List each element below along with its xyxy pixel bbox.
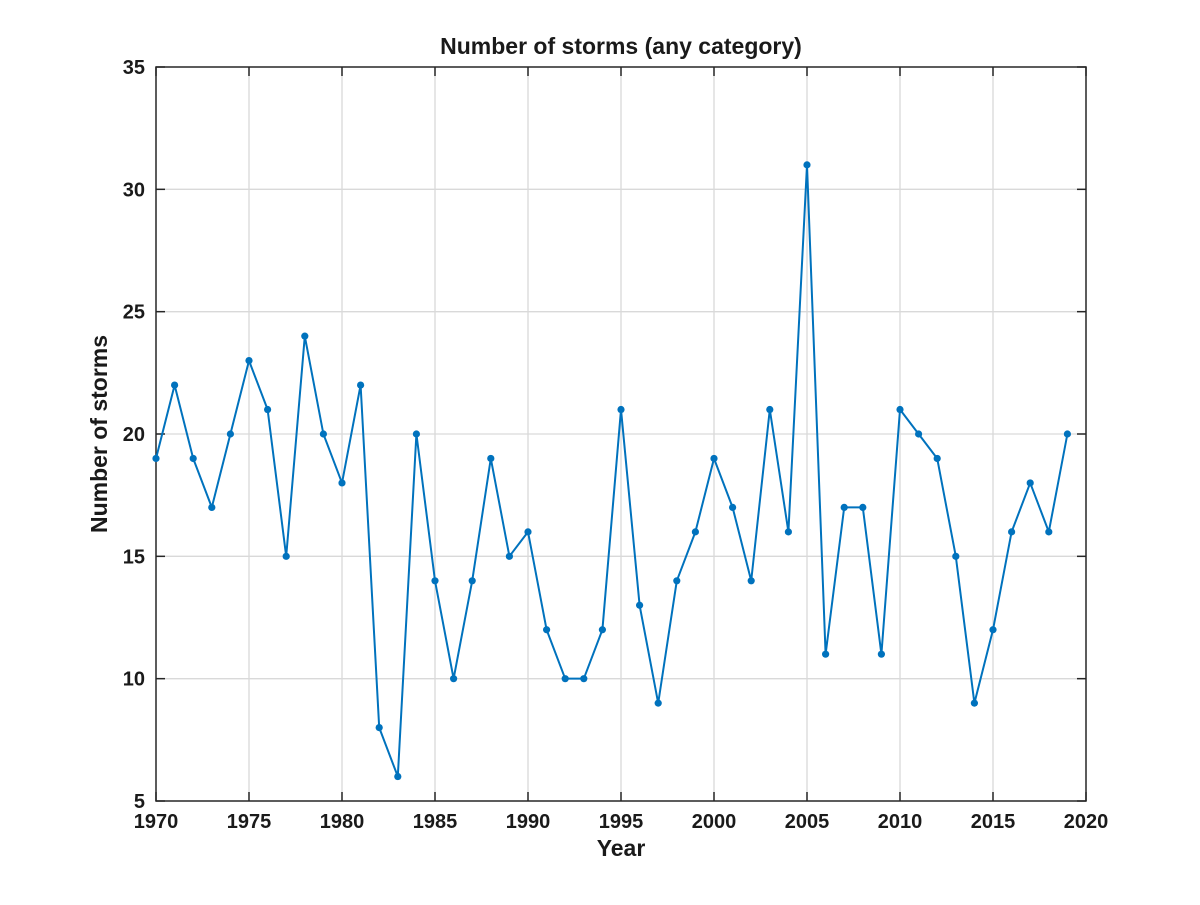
data-point [840,503,848,511]
data-point [543,626,551,634]
data-point [1008,528,1016,536]
data-point [468,577,476,585]
y-tick-label: 35 [123,57,145,79]
data-point [412,430,420,438]
data-point [729,503,737,511]
data-point [245,357,253,365]
data-point [580,675,588,683]
x-tick-label: 1985 [413,811,458,833]
chart-title: Number of storms (any category) [440,33,802,59]
data-point [226,430,234,438]
data-point [561,675,569,683]
data-point [301,332,309,340]
data-point [208,503,216,511]
data-point [487,454,495,463]
data-point [524,528,532,536]
data-point [970,699,979,707]
data-point [803,161,811,169]
x-tick-label: 1995 [599,811,644,833]
x-tick-label: 1970 [134,811,179,833]
data-point [357,381,365,389]
data-point [598,626,607,634]
data-point [784,528,793,536]
y-tick-label: 30 [123,179,145,201]
x-tick-label: 2000 [692,811,737,833]
data-point [747,577,755,585]
data-point [1026,479,1034,487]
x-tick-label: 2020 [1064,811,1109,833]
data-point [933,454,941,463]
data-point [859,503,867,511]
x-tick-label: 1990 [506,811,551,833]
data-point [152,454,160,463]
data-point [319,430,327,438]
x-tick-label: 2015 [971,811,1016,833]
x-axis-label: Year [597,835,646,861]
x-tick-label: 1980 [320,811,365,833]
y-tick-label: 15 [123,546,145,568]
grid [156,67,1086,801]
x-tick-label: 2010 [878,811,923,833]
y-tick-label: 5 [134,791,145,813]
data-point [691,528,700,536]
data-point [710,454,718,463]
y-tick-label: 10 [123,669,145,691]
y-axis-label: Number of storms [86,335,112,533]
data-point [617,405,625,414]
data-point [171,381,179,389]
data-point [952,552,960,560]
series-layer [152,161,1071,781]
x-tick-label: 1975 [227,811,272,833]
data-point [877,650,886,658]
data-point [654,699,662,707]
data-point [822,650,830,658]
series-line [155,163,1069,778]
y-tick-labels: 5 10 15 20 25 30 35 [123,57,145,813]
data-point [989,626,997,634]
y-tick-label: 20 [123,424,145,446]
axis-ticks [155,66,1087,802]
data-point [1063,430,1071,438]
data-point [450,675,458,683]
x-tick-labels: 1970 1975 1980 1985 1990 1995 2000 2005 2010 2015… [134,811,1109,833]
data-point [896,405,904,414]
data-point [915,430,923,438]
data-point [505,552,513,560]
data-point [189,454,197,463]
x-tick-label: 2005 [785,811,830,833]
data-point [636,601,644,609]
data-point [1045,528,1053,536]
data-point [338,479,346,487]
data-point [375,724,383,732]
data-point [673,577,681,585]
data-point [766,405,774,414]
data-point [282,552,290,560]
y-tick-label: 25 [123,302,145,324]
data-point [431,577,439,585]
data-point [394,772,402,781]
data-point [264,405,272,414]
